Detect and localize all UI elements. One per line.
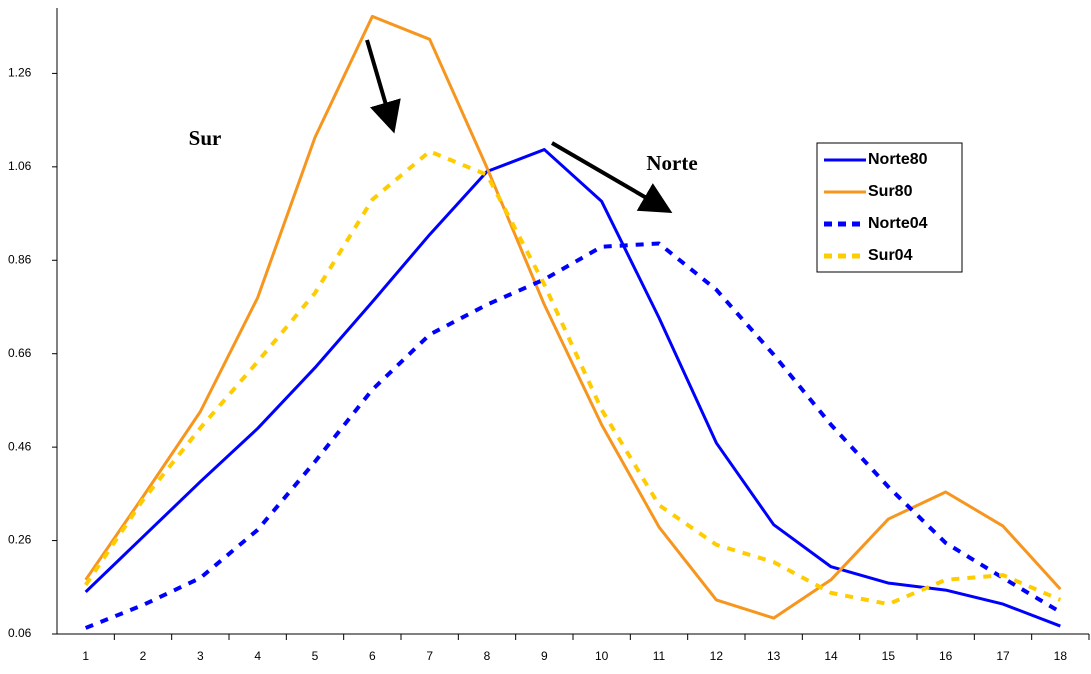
x-tick-label: 9: [541, 649, 548, 663]
x-tick-label: 2: [140, 649, 147, 663]
arrow: [550, 141, 673, 214]
annotation: Sur: [189, 126, 222, 150]
x-tick-label: 4: [254, 649, 261, 663]
legend-label: Sur80: [868, 183, 913, 200]
legend-label: Norte04: [868, 215, 928, 232]
series-line: [84, 148, 1061, 628]
x-tick-label: 11: [653, 649, 666, 663]
x-tick-label: 8: [484, 649, 491, 663]
legend: [816, 142, 963, 273]
arrow: [365, 39, 401, 134]
x-tick-label: 16: [939, 649, 953, 663]
y-tick-label: 1.26: [8, 66, 32, 80]
y-tick-label: 1.06: [8, 159, 32, 173]
x-tick-label: 17: [996, 649, 1010, 663]
y-tick-label: 0.26: [8, 533, 32, 547]
annotation: Norte: [646, 151, 697, 175]
legend-label: Norte80: [868, 151, 928, 168]
series-line: [84, 241, 1062, 630]
y-tick-label: 0.86: [8, 252, 32, 266]
x-tick-label: 10: [595, 649, 609, 663]
x-tick-label: 15: [882, 649, 896, 663]
x-tick-label: 14: [824, 649, 838, 663]
x-tick-label: 13: [767, 649, 781, 663]
x-tick-label: 18: [1054, 649, 1068, 663]
series-line: [84, 149, 1062, 607]
series-line: [84, 14, 1062, 620]
x-tick-label: 6: [369, 649, 376, 663]
x-tick-label: 5: [312, 649, 319, 663]
x-tick-label: 3: [197, 649, 204, 663]
y-tick-label: 0.06: [8, 626, 32, 640]
x-tick-label: 12: [710, 649, 724, 663]
x-tick-label: 7: [426, 649, 433, 663]
y-tick-label: 0.46: [8, 439, 32, 453]
legend-label: Sur04: [868, 247, 913, 264]
y-tick-label: 0.66: [8, 346, 32, 360]
x-tick-label: 1: [82, 649, 89, 663]
